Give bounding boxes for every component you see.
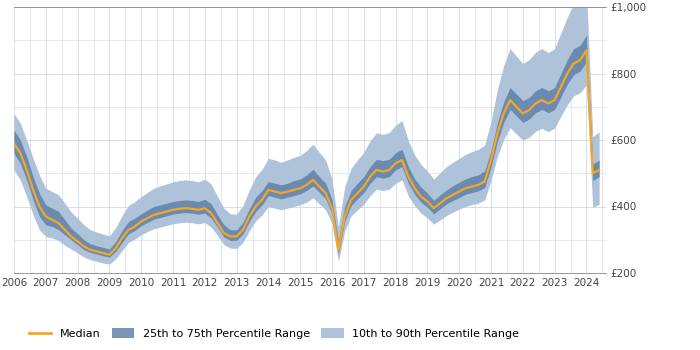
Legend: Median, 25th to 75th Percentile Range, 10th to 90th Percentile Range: Median, 25th to 75th Percentile Range, 1…: [25, 324, 524, 343]
